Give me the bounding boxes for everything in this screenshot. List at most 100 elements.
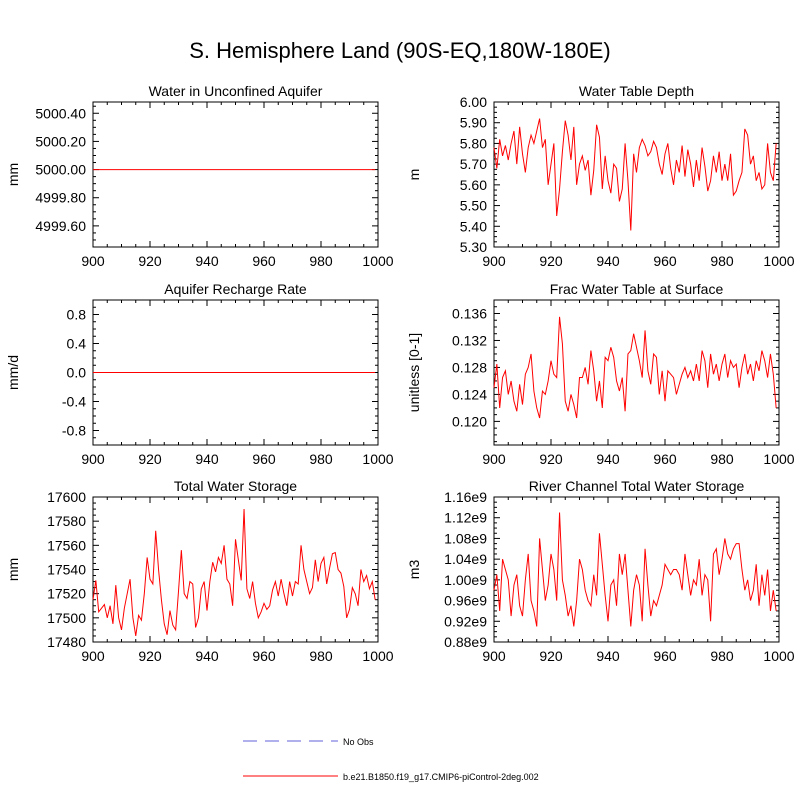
y-tick-label: 0.96e9 (444, 593, 487, 609)
x-tick-label: 940 (596, 648, 620, 664)
series-line (493, 316, 777, 419)
chart-legend: No Obs b.e21.B1850.f19_g17.CMIP6-piContr… (243, 737, 539, 782)
y-tick-label: 0.132 (452, 332, 487, 348)
x-tick-label: 1000 (763, 253, 794, 269)
panel-1: Water in Unconfined Aquifer mm 900 920 940 96… (5, 83, 394, 269)
legend-label-model-run: b.e21.B1850.f19_g17.CMIP6-piControl-2deg… (343, 772, 539, 782)
x-tick-label: 960 (653, 648, 677, 664)
x-tick-label: 940 (596, 451, 620, 467)
x-tick-label: 1000 (362, 451, 393, 467)
y-tick-label: 5.50 (460, 198, 487, 214)
panel-title: Frac Water Table at Surface (550, 281, 724, 297)
chart-panels: Water in Unconfined Aquifer mm 900 920 940 96… (5, 83, 795, 664)
x-tick-label: 940 (596, 253, 620, 269)
x-tick-label: 920 (539, 451, 563, 467)
y-tick-label: 5.90 (460, 115, 487, 131)
x-tick-label: 980 (710, 253, 734, 269)
x-tick-label: 940 (195, 648, 219, 664)
y-tick-label: 17520 (47, 586, 86, 602)
y-axis-label: mm (5, 163, 21, 186)
x-tick-label: 900 (81, 648, 105, 664)
x-tick-label: 1000 (763, 648, 794, 664)
y-tick-label: -0.8 (62, 423, 86, 439)
panel-2: Water Table Depth m 900 920 940 960 980 1000 5.3… (406, 83, 795, 269)
y-tick-label: 5.60 (460, 177, 487, 193)
y-tick-label: 17600 (47, 489, 86, 505)
x-tick-label: 1000 (362, 253, 393, 269)
y-tick-label: 17540 (47, 562, 86, 578)
y-tick-label: 0.124 (452, 386, 487, 402)
y-tick-label: 0.120 (452, 413, 487, 429)
y-tick-label: 4999.80 (35, 190, 86, 206)
x-tick-label: 960 (252, 648, 276, 664)
series-line (493, 118, 777, 231)
legend-label-no-obs: No Obs (343, 737, 374, 747)
x-tick-label: 920 (138, 451, 162, 467)
x-tick-label: 900 (482, 253, 506, 269)
y-tick-label: 0.136 (452, 305, 487, 321)
x-tick-label: 920 (539, 648, 563, 664)
x-tick-label: 960 (252, 253, 276, 269)
panel-frame (493, 101, 780, 248)
x-tick-label: 900 (81, 253, 105, 269)
y-tick-label: 6.00 (460, 94, 487, 110)
panel-title: Water Table Depth (579, 83, 694, 99)
y-tick-label: 5.30 (460, 239, 487, 255)
y-tick-label: 0.0 (67, 365, 87, 381)
y-axis-label: mm (5, 558, 21, 581)
panel-3: Aquifer Recharge Rate mm/d 900 920 940 960 980… (5, 281, 394, 467)
x-tick-label: 920 (138, 253, 162, 269)
y-axis-label: mm/d (5, 355, 21, 390)
y-tick-label: 17480 (47, 634, 86, 650)
y-tick-label: 5000.40 (35, 105, 86, 121)
x-tick-label: 1000 (763, 451, 794, 467)
y-tick-label: 5.70 (460, 156, 487, 172)
x-tick-label: 960 (653, 451, 677, 467)
x-tick-label: 980 (309, 253, 333, 269)
y-tick-label: 1.16e9 (444, 489, 487, 505)
x-tick-label: 920 (539, 253, 563, 269)
y-axis-label: unitless [0-1] (406, 333, 422, 412)
y-tick-label: 17580 (47, 513, 86, 529)
y-tick-label: 4999.60 (35, 218, 86, 234)
y-tick-label: 1.08e9 (444, 530, 487, 546)
panel-4: Frac Water Table at Surface unitless [0-1… (406, 281, 795, 467)
series-line (92, 509, 376, 637)
x-tick-label: 920 (138, 648, 162, 664)
panel-5: Total Water Storage mm 900 920 940 960 980 1000… (5, 478, 394, 664)
y-tick-label: 5.80 (460, 135, 487, 151)
series-line (493, 512, 777, 627)
x-tick-label: 980 (710, 648, 734, 664)
y-tick-label: 17560 (47, 537, 86, 553)
y-tick-label: 5.40 (460, 218, 487, 234)
panel-frame (493, 299, 780, 446)
x-tick-label: 940 (195, 253, 219, 269)
y-tick-label: 0.128 (452, 359, 487, 375)
x-tick-label: 960 (653, 253, 677, 269)
y-tick-label: 0.88e9 (444, 634, 487, 650)
y-axis-label: m3 (406, 560, 422, 580)
x-tick-label: 960 (252, 451, 276, 467)
panel-frame (92, 101, 379, 248)
y-tick-label: 0.4 (67, 336, 87, 352)
x-tick-label: 900 (81, 451, 105, 467)
y-tick-label: 1.00e9 (444, 572, 487, 588)
y-tick-label: 0.92e9 (444, 613, 487, 629)
y-tick-label: 5000.00 (35, 162, 86, 178)
panel-title: Aquifer Recharge Rate (164, 281, 307, 297)
panel-title: River Channel Total Water Storage (529, 478, 745, 494)
figure-title: S. Hemisphere Land (90S-EQ,180W-180E) (189, 38, 611, 63)
x-tick-label: 1000 (362, 648, 393, 664)
panel-frame (92, 496, 379, 643)
x-tick-label: 940 (195, 451, 219, 467)
x-tick-label: 980 (309, 451, 333, 467)
panel-title: Total Water Storage (174, 478, 297, 494)
y-tick-label: 1.04e9 (444, 551, 487, 567)
y-tick-label: 17500 (47, 610, 86, 626)
x-tick-label: 900 (482, 648, 506, 664)
panel-title: Water in Unconfined Aquifer (149, 83, 323, 99)
x-tick-label: 980 (710, 451, 734, 467)
y-tick-label: 0.8 (67, 307, 87, 323)
x-tick-label: 980 (309, 648, 333, 664)
